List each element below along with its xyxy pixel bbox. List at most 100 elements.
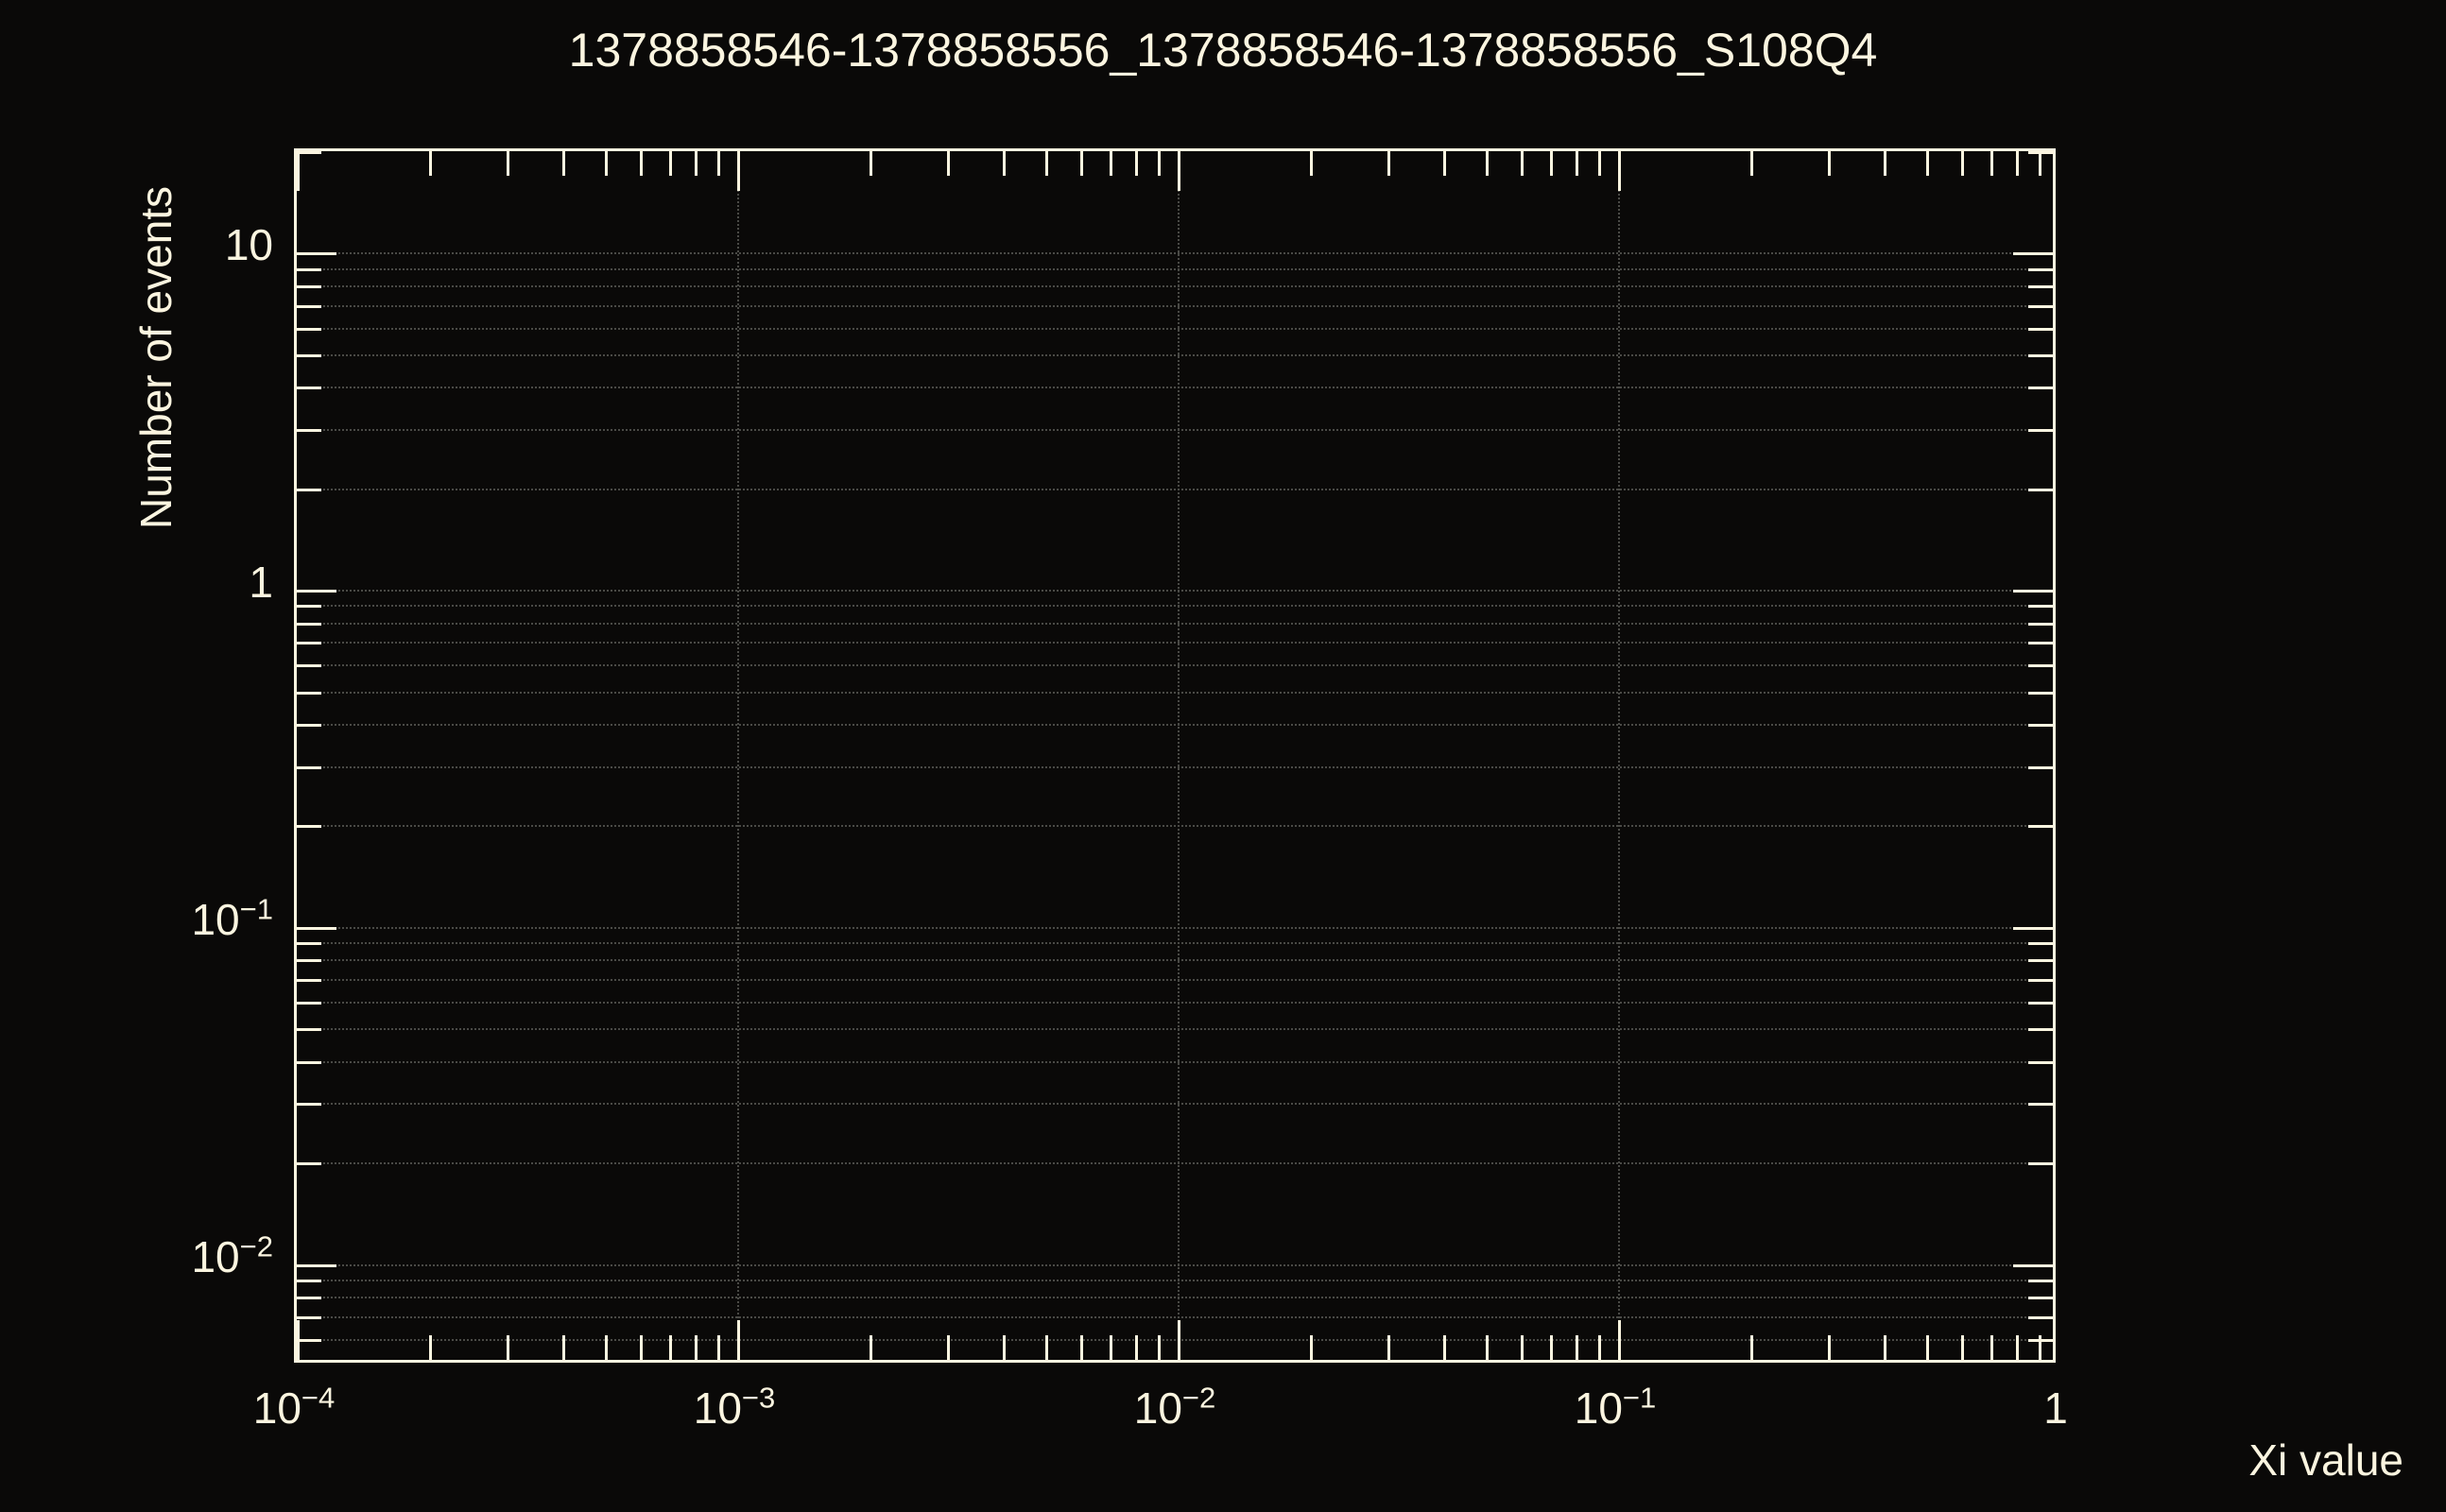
y-gridline	[297, 942, 2053, 945]
x-tick	[1002, 1335, 1006, 1360]
x-tick-top	[1079, 151, 1083, 176]
y-tick-exponent: −1	[239, 892, 273, 926]
x-tick-top	[1750, 151, 1754, 176]
y-tick-right	[2028, 1060, 2053, 1064]
y-axis-title: Number of events	[131, 185, 181, 529]
x-axis-title: Xi value	[2248, 1435, 2403, 1485]
y-tick-right	[2013, 252, 2053, 256]
y-tick-right	[2028, 664, 2053, 668]
x-tick-exponent: −1	[1622, 1381, 1657, 1415]
y-tick	[297, 1002, 321, 1005]
x-tick	[737, 1320, 740, 1360]
y-gridline	[297, 1297, 2053, 1299]
y-tick	[297, 252, 336, 256]
y-tick	[297, 605, 321, 609]
x-tick	[2038, 1335, 2041, 1360]
y-tick-right	[2028, 622, 2053, 626]
y-gridline	[297, 353, 2053, 356]
y-gridline	[297, 428, 2053, 431]
y-tick	[297, 488, 321, 491]
x-tick	[1618, 1320, 1621, 1360]
y-tick-base: 10	[191, 1231, 240, 1281]
y-tick	[297, 825, 321, 829]
y-gridline	[297, 605, 2053, 608]
y-gridline	[297, 664, 2053, 667]
y-gridline	[297, 1028, 2053, 1031]
y-tick	[297, 1338, 321, 1342]
y-tick-right	[2028, 765, 2053, 769]
y-tick	[297, 1028, 321, 1032]
y-tick-right	[2028, 605, 2053, 609]
y-gridline	[297, 825, 2053, 828]
x-tick-exponent: −3	[741, 1381, 776, 1415]
y-tick-base: 10	[191, 894, 240, 944]
y-tick-right	[2013, 926, 2053, 930]
y-tick	[297, 1162, 321, 1166]
y-tick-right	[2028, 353, 2053, 357]
y-tick	[297, 1263, 336, 1267]
y-tick	[297, 926, 336, 930]
y-tick	[297, 664, 321, 668]
x-tick	[1134, 1335, 1138, 1360]
y-tick-right	[2028, 387, 2053, 390]
y-tick	[297, 642, 321, 645]
y-tick-right	[2028, 691, 2053, 695]
y-tick-label: 1	[249, 560, 273, 604]
y-tick-right	[2028, 942, 2053, 946]
y-gridline	[297, 622, 2053, 625]
y-tick	[297, 979, 321, 983]
y-tick-right	[2028, 642, 2053, 645]
y-gridline	[297, 1315, 2053, 1318]
y-tick-right	[2028, 1002, 2053, 1005]
x-tick-top	[2015, 151, 2019, 176]
y-gridline	[297, 1060, 2053, 1063]
x-gridline	[737, 151, 739, 1360]
x-tick	[1485, 1335, 1489, 1360]
y-tick-right	[2013, 1263, 2053, 1267]
x-tick-top	[1387, 151, 1391, 176]
x-tick-top	[1618, 151, 1621, 191]
x-tick	[1044, 1335, 1048, 1360]
x-tick	[1575, 1335, 1578, 1360]
y-tick-right	[2028, 1162, 2053, 1166]
y-gridline	[297, 642, 2053, 644]
x-tick	[1549, 1335, 1553, 1360]
x-tick-top	[737, 151, 740, 191]
y-gridline	[297, 590, 2053, 593]
y-tick	[297, 267, 321, 271]
x-tick	[1310, 1335, 1314, 1360]
x-tick-base: 10	[693, 1383, 742, 1433]
y-tick	[297, 304, 321, 308]
x-tick-base: 10	[252, 1383, 301, 1433]
x-tick	[2015, 1335, 2019, 1360]
y-tick-right	[2028, 1315, 2053, 1319]
x-tick	[1750, 1335, 1754, 1360]
x-tick	[694, 1335, 698, 1360]
x-tick-top	[668, 151, 672, 176]
y-tick	[297, 622, 321, 626]
x-tick-top	[716, 151, 720, 176]
y-tick	[297, 353, 321, 357]
x-gridline	[1178, 151, 1180, 1360]
x-tick-top	[1134, 151, 1138, 176]
y-tick	[297, 1060, 321, 1064]
y-gridline	[297, 284, 2053, 287]
y-tick-right	[2028, 724, 2053, 728]
y-tick-right	[2028, 428, 2053, 432]
x-tick-label: 10−2	[1080, 1383, 1269, 1430]
x-tick-exponent: −2	[1181, 1381, 1216, 1415]
x-tick-top	[1960, 151, 1964, 176]
x-tick-top	[1310, 151, 1314, 176]
x-tick	[668, 1335, 672, 1360]
x-tick-exponent: −4	[301, 1381, 336, 1415]
x-tick	[1178, 1320, 1180, 1360]
x-tick-top	[507, 151, 510, 176]
y-gridline	[297, 1338, 2053, 1341]
x-tick-top	[1520, 151, 1524, 176]
y-gridline	[297, 765, 2053, 768]
y-tick	[297, 428, 321, 432]
x-tick-top	[1828, 151, 1832, 176]
y-tick-label: 10−1	[191, 894, 273, 944]
y-gridline	[297, 1279, 2053, 1281]
